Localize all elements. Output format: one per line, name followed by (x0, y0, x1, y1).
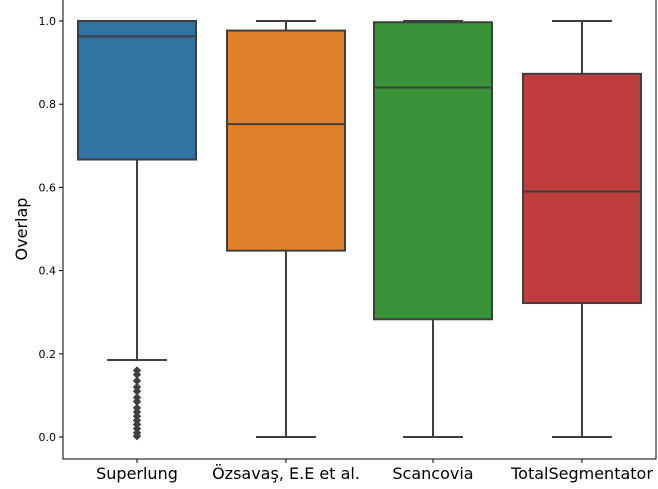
box-group (522, 20, 642, 438)
y-tick-label: 1.0 (39, 15, 57, 28)
y-tick-label: 0.8 (39, 98, 57, 111)
y-tick-label: 0.0 (39, 431, 57, 444)
y-axis-title: Overlap (12, 198, 31, 261)
y-tick-label: 0.6 (39, 181, 57, 194)
y-tick-label: 0.2 (39, 348, 57, 361)
box-group (77, 20, 197, 441)
x-category-label: Özsavaş, E.E et al. (212, 464, 360, 483)
outlier-point (132, 431, 142, 441)
box-iqr (226, 29, 346, 252)
x-category-label: Scancovia (392, 464, 473, 483)
box-iqr (77, 20, 197, 161)
x-category-label: Superlung (96, 464, 178, 483)
y-tick-label: 0.4 (39, 265, 57, 278)
box-group (226, 20, 346, 438)
box-iqr (373, 21, 493, 321)
x-category-label: TotalSegmentator (510, 464, 653, 483)
box-group (373, 20, 493, 438)
plot-frame (62, 0, 657, 460)
plot-area: 0.0 0.2 0.4 0.6 0.8 1.0 Superlung Özsavaş, E.E … (39, 0, 657, 483)
box-iqr (522, 72, 642, 305)
